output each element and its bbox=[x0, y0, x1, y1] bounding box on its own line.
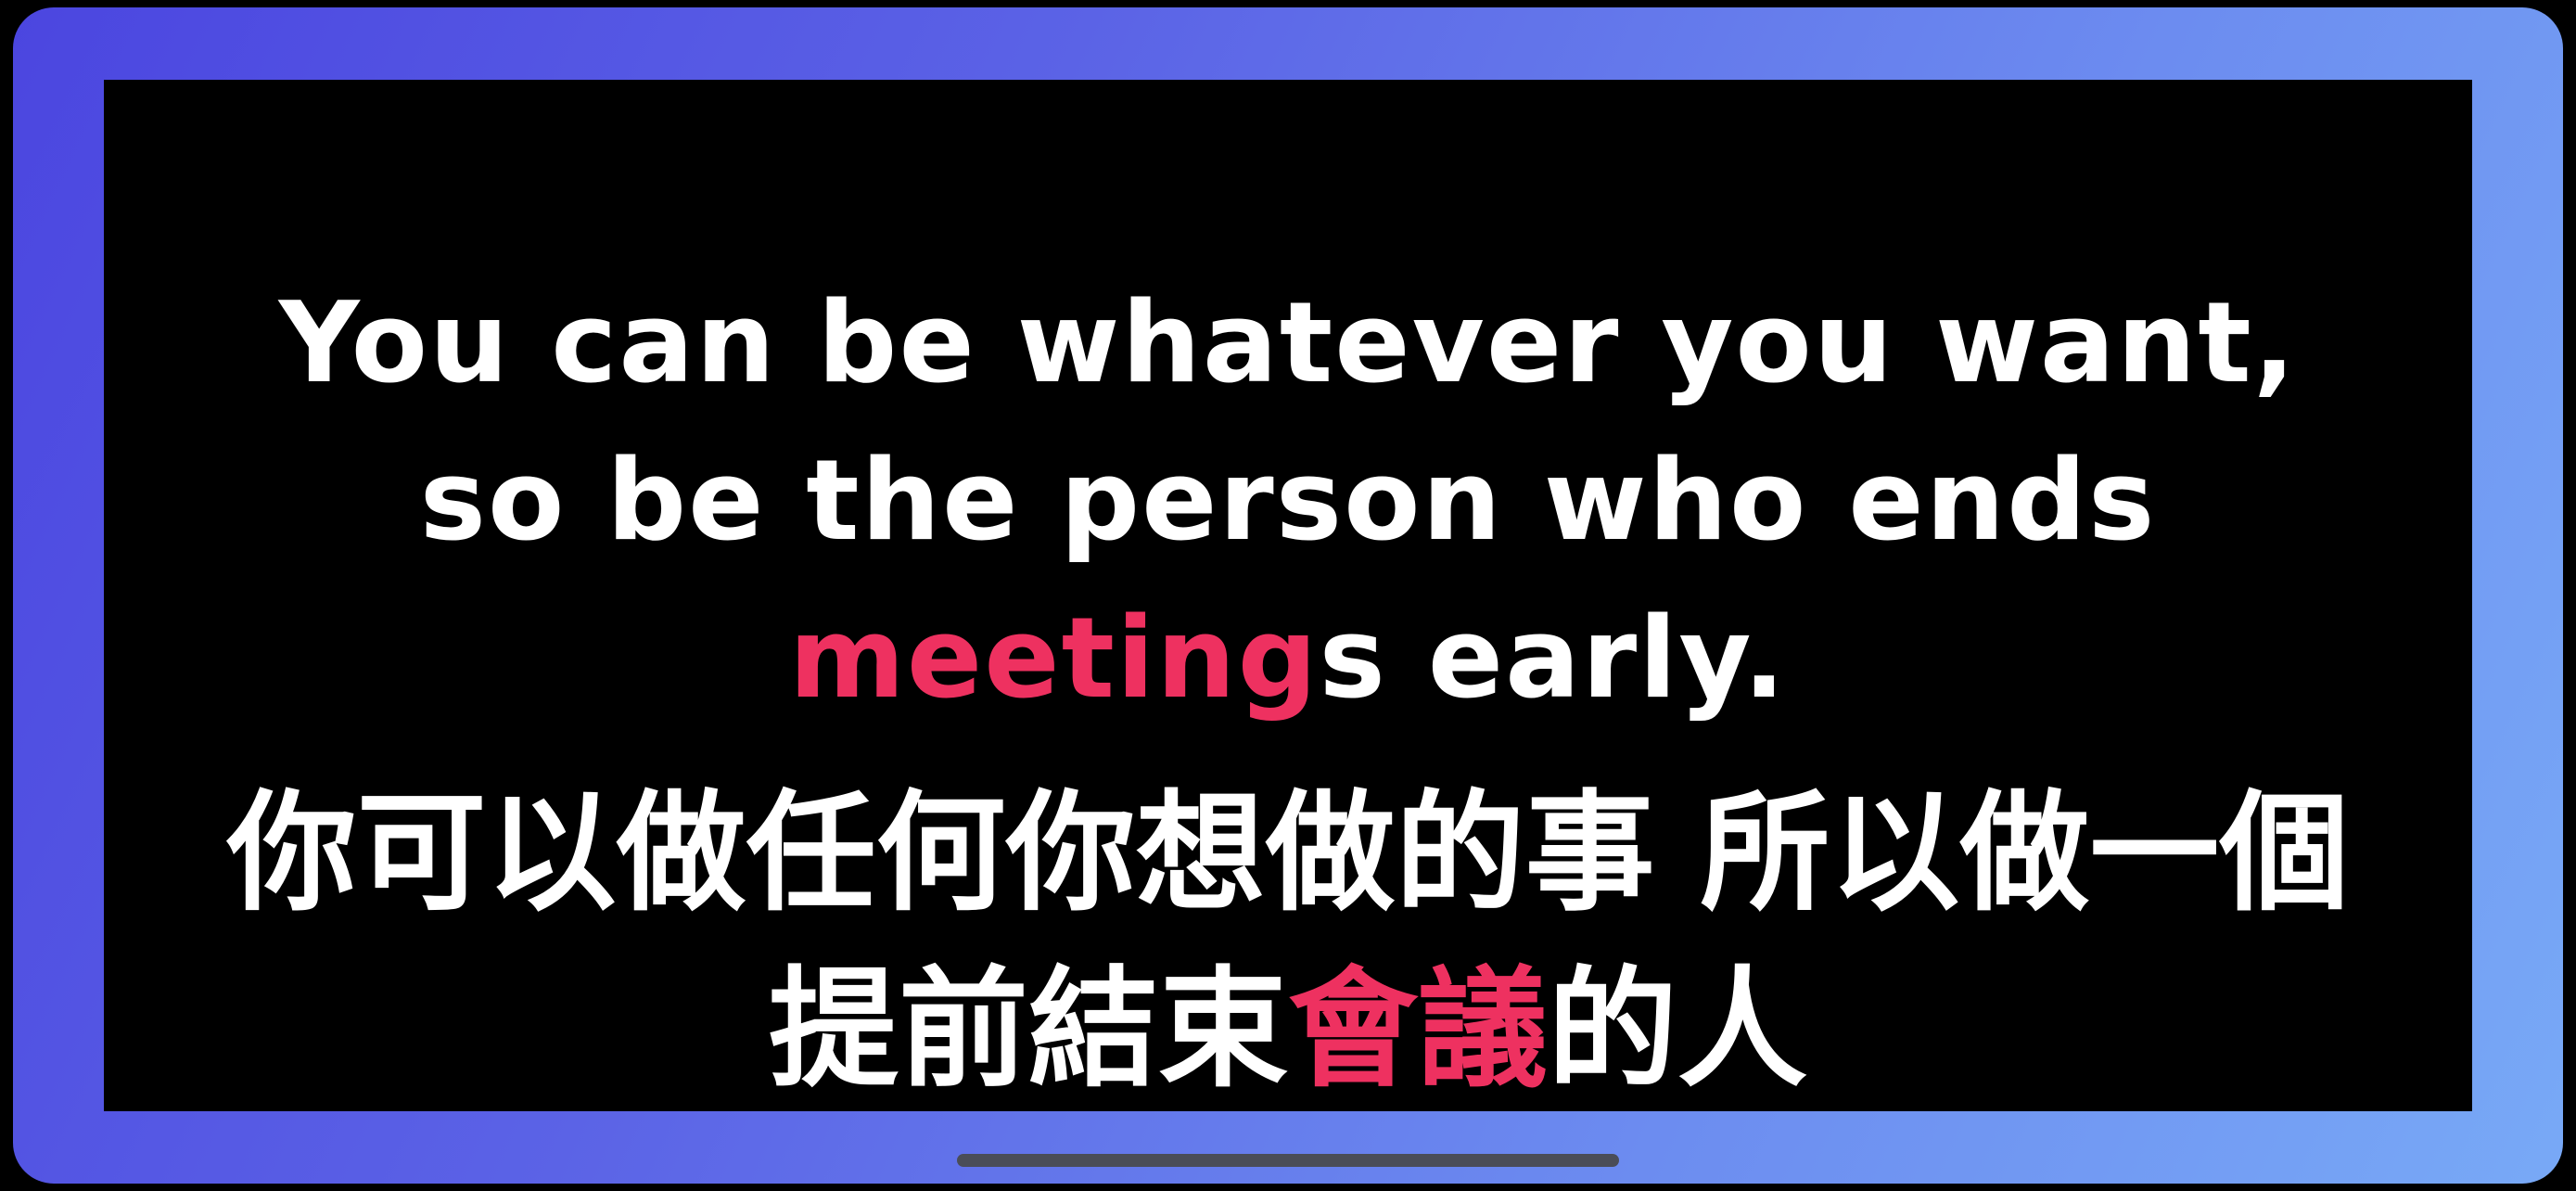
video-screen: You can be whatever you want, so be the … bbox=[104, 80, 2472, 1111]
chinese-subtitle: 你可以做任何你想做的事 所以做一個 提前結束會議的人 bbox=[104, 766, 2472, 1119]
subtitle-text-before: 提前結束 bbox=[768, 954, 1288, 1106]
subtitle-text-after: 的人 bbox=[1548, 954, 1808, 1106]
chinese-subtitle-line-2: 提前結束會議的人 bbox=[104, 942, 2472, 1119]
chinese-subtitle-line-1: 你可以做任何你想做的事 所以做一個 bbox=[226, 778, 2350, 929]
english-subtitle-line-3: meetings early. bbox=[104, 581, 2472, 738]
english-subtitle: You can be whatever you want, so be the … bbox=[104, 265, 2472, 738]
english-subtitle-line-1: You can be whatever you want, bbox=[278, 279, 2298, 408]
highlighted-word-huiyi: 會議 bbox=[1287, 954, 1548, 1106]
subtitle-text-rest: s early. bbox=[1319, 595, 1788, 724]
home-indicator[interactable] bbox=[957, 1154, 1619, 1167]
english-subtitle-line-2: so be the person who ends bbox=[419, 437, 2157, 566]
highlighted-word-meeting: meeting bbox=[788, 595, 1320, 724]
